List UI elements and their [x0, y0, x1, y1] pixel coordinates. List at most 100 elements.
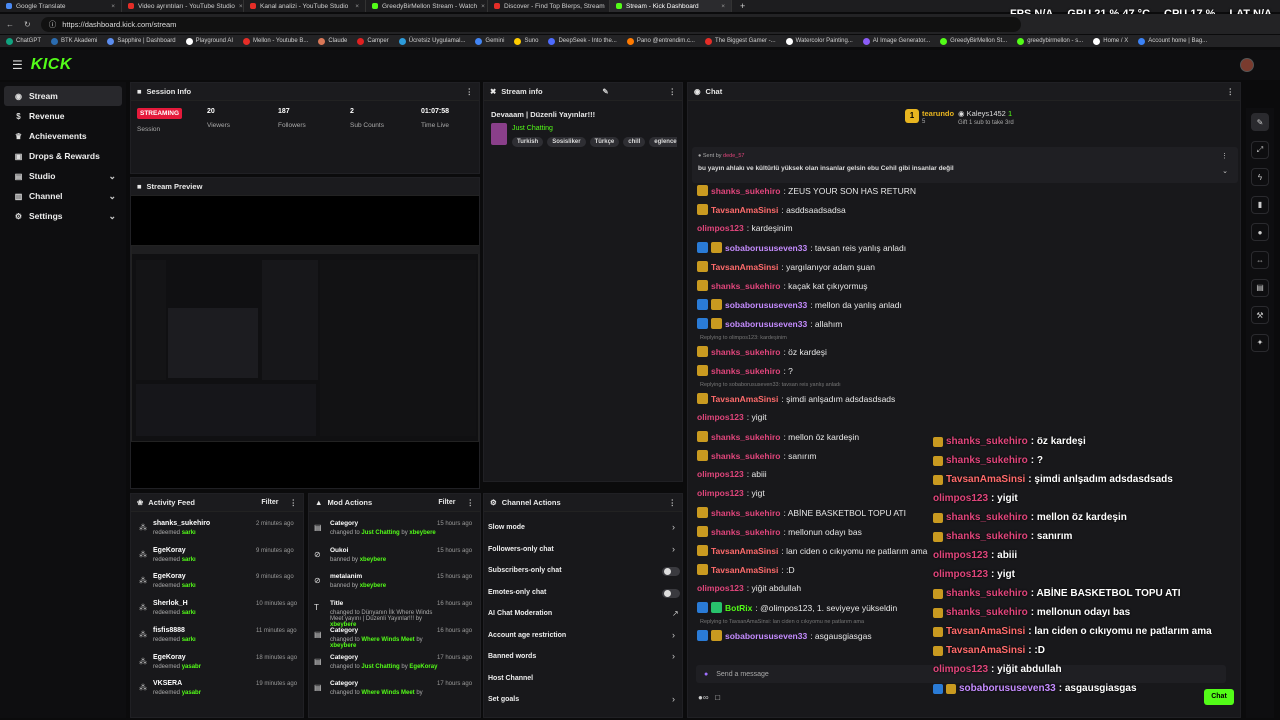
chat-username[interactable]: olimpos123 — [697, 488, 744, 498]
bookmark-item[interactable]: BTK Akademi — [51, 37, 97, 45]
channel-action-account-age-restriction[interactable]: Account age restriction — [488, 631, 567, 639]
chat-username[interactable]: shanks_sukehiro — [711, 365, 781, 376]
chat-username[interactable]: olimpos123 — [697, 223, 744, 233]
url-field[interactable]: ⓘ https://dashboard.kick.com/stream — [40, 16, 1021, 32]
list-item[interactable]: fisfis8888 redeemed sarkı — [153, 627, 196, 643]
bookmark-item[interactable]: greedybirmellon - s... — [1017, 37, 1083, 45]
bookmark-item[interactable]: Suno — [514, 37, 538, 45]
chevron-right-icon[interactable]: › — [672, 629, 675, 640]
chat-username[interactable]: sobaborususeven33 — [725, 318, 808, 329]
unpin-icon[interactable]: ⋮ — [1221, 153, 1228, 160]
bookmark-item[interactable]: Playground AI — [185, 37, 233, 45]
puzzle-icon[interactable]: ✦ — [1251, 333, 1269, 352]
preview-video[interactable] — [131, 245, 480, 442]
chat-message[interactable]: TavsanAmaSinsi: :D — [697, 564, 795, 575]
chat-username[interactable]: TavsanAmaSinsi — [711, 204, 779, 215]
list-item[interactable]: EgeKoray redeemed sarkı — [153, 573, 196, 589]
browser-tab[interactable]: Stream - Kick Dashboard × — [610, 0, 732, 12]
mic-icon[interactable]: ● — [704, 670, 709, 678]
trash-icon[interactable]: ▮ — [1251, 195, 1269, 214]
chat-username[interactable]: shanks_sukehiro — [711, 280, 781, 291]
list-item[interactable]: EgeKoray redeemed sarkı — [153, 547, 196, 563]
bookmark-item[interactable]: Gemini — [475, 37, 504, 45]
bookmark-item[interactable]: Claude — [318, 37, 347, 45]
bookmark-item[interactable]: Pano @entrendim.c... — [626, 37, 695, 45]
bookmark-item[interactable]: Ücretsiz Uygulamal... — [398, 37, 465, 45]
chat-username[interactable]: olimpos123 — [697, 583, 744, 593]
chat-message[interactable]: TavsanAmaSinsi: asddsaadsadsa — [697, 204, 846, 215]
list-item[interactable]: VKSERA redeemed yasabr — [153, 680, 201, 696]
chat-message[interactable]: olimpos123: yigit — [697, 412, 767, 422]
browser-tab[interactable]: GreedyBirMellon Stream - Watch × — [366, 0, 488, 12]
browser-tab[interactable]: Kanal analizi - YouTube Studio × — [244, 0, 366, 12]
settings-icons[interactable]: ●∞ □ — [698, 693, 721, 702]
stream-tag[interactable]: eglence — [649, 137, 677, 147]
chat-username[interactable]: BotRix — [725, 602, 753, 613]
filter-button[interactable]: Filter — [438, 499, 456, 506]
chevron-right-icon[interactable]: › — [672, 694, 675, 704]
category-link[interactable]: Just Chatting — [512, 125, 553, 132]
bookmark-item[interactable]: The Biggest Gamer -... — [704, 37, 776, 45]
chat-username[interactable]: TavsanAmaSinsi — [711, 261, 779, 272]
chat-message[interactable]: TavsanAmaSinsi: yargılanıyor adam şuan — [697, 261, 875, 272]
browser-tab[interactable]: Google Translate × — [0, 0, 122, 12]
list-item[interactable]: Category changed to Where Winds Meet by x… — [330, 627, 440, 649]
stream-tag[interactable]: chill — [623, 137, 646, 147]
chat-message[interactable]: TavsanAmaSinsi: şimdi anlşadım adsdasdsa… — [697, 393, 895, 404]
chat-username[interactable]: shanks_sukehiro — [711, 431, 781, 442]
reload-icon[interactable]: ↻ — [24, 19, 31, 29]
chevron-right-icon[interactable]: › — [672, 522, 675, 532]
list-item[interactable]: Category changed to Where Winds Meet by — [330, 680, 440, 696]
bookmark-item[interactable]: Watercolor Painting... — [785, 37, 853, 45]
stream-tag[interactable]: Sosisliker — [547, 137, 586, 147]
channel-action-emotes-only-chat[interactable]: Emotes-only chat — [488, 588, 547, 596]
channel-action-banned-words[interactable]: Banned words — [488, 653, 537, 660]
chevron-down-icon[interactable]: ⌄ — [1222, 168, 1228, 175]
chat-message[interactable]: olimpos123: abiii — [697, 469, 767, 479]
edit-icon[interactable]: ✎ — [602, 87, 609, 96]
more-options-icon[interactable]: ⋮ — [1226, 87, 1235, 96]
chat-username[interactable]: shanks_sukehiro — [711, 507, 781, 518]
bookmark-item[interactable]: AI Image Generator... — [862, 37, 930, 45]
sidebar-item-drops[interactable]: ▣ Drops & Rewards — [4, 146, 122, 166]
chat-input[interactable]: ● Send a message — [696, 665, 1226, 683]
list-item[interactable]: Oukoi banned by xbeybere — [330, 547, 440, 563]
close-icon[interactable]: × — [481, 2, 485, 10]
browser-tab[interactable]: Discover - Find Top Blerps, Stream × — [488, 0, 610, 12]
more-options-icon[interactable]: ⋮ — [466, 498, 475, 507]
bookmark-item[interactable]: Camper — [357, 37, 389, 45]
chat-username[interactable]: sobaborususeven33 — [725, 630, 808, 641]
chat-username[interactable]: shanks_sukehiro — [711, 185, 781, 196]
avatar[interactable] — [1240, 58, 1254, 72]
channel-action-subscribers-only-chat[interactable]: Subscribers-only chat — [488, 567, 562, 574]
chat-username[interactable]: shanks_sukehiro — [711, 526, 781, 537]
channel-action-ai-chat-moderation[interactable]: AI Chat Moderation — [488, 610, 553, 617]
stream-tag[interactable]: Türkçe — [589, 137, 620, 147]
sidebar-item-stream[interactable]: ◉ Stream — [4, 86, 122, 106]
chat-message[interactable]: shanks_sukehiro: ABİNE BASKETBOL TOPU AT… — [697, 507, 906, 518]
chevron-down-icon[interactable]: ⌄ — [108, 170, 116, 181]
chat-message[interactable]: olimpos123: yigt — [697, 488, 765, 498]
sidebar-item-achievements[interactable]: ♛ Achievements — [4, 126, 122, 146]
chat-bubble-icon[interactable]: ● — [1251, 223, 1269, 242]
chat-username[interactable]: shanks_sukehiro — [711, 346, 781, 357]
close-icon[interactable]: × — [721, 2, 725, 10]
close-icon[interactable]: × — [609, 3, 610, 10]
more-options-icon[interactable]: ⋮ — [289, 498, 298, 507]
chat-username[interactable]: sobaborususeven33 — [725, 299, 808, 310]
chat-username[interactable]: TavsanAmaSinsi — [711, 564, 779, 575]
back-icon[interactable]: ← — [6, 19, 14, 29]
toggle-switch[interactable] — [662, 567, 680, 576]
sidebar-item-revenue[interactable]: $ Revenue — [4, 106, 122, 126]
bookmark-item[interactable]: GreedyBirMellon St... — [940, 37, 1007, 45]
pencil-icon[interactable]: ✎ — [1251, 113, 1269, 131]
list-item[interactable]: Category changed to Just Chatting by EgeK… — [330, 654, 440, 670]
bookmark-item[interactable]: Mellon - Youtube B... — [243, 37, 308, 45]
list-item[interactable]: EgeKoray redeemed yasabr — [153, 654, 201, 670]
sidebar-item-studio[interactable]: ▤ Studio ⌄ — [4, 166, 122, 186]
new-tab-icon[interactable]: + — [740, 1, 746, 11]
send-chat-button[interactable]: Chat — [1204, 689, 1234, 705]
chat-message[interactable]: sobaborususeven33: asgausgiasgas — [697, 630, 872, 641]
toggle-switch[interactable] — [662, 588, 680, 598]
more-options-icon[interactable]: ⋮ — [465, 87, 474, 96]
